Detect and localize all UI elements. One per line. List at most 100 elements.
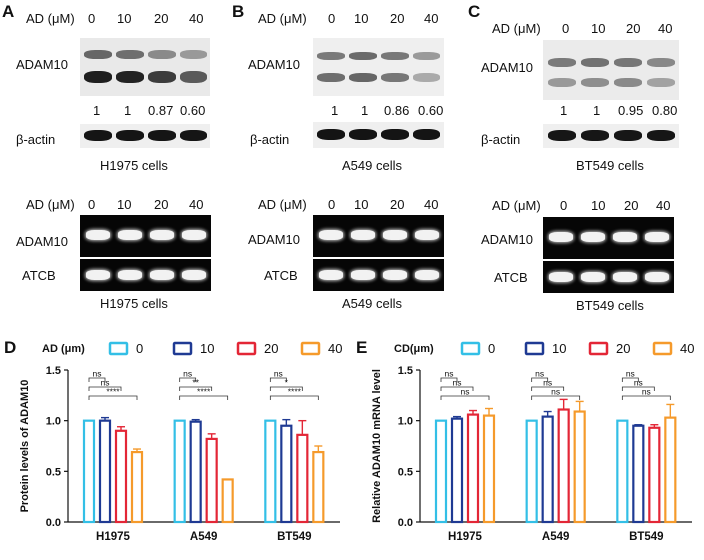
protein-level-chart: 0.0 0.5 1.0 1.5 Protein levels of ADAM10 AD (…: [19, 341, 342, 543]
chart-d-legend-swatch-10: [172, 341, 193, 356]
chart-e-sig-label-H1975-1: ns: [445, 369, 454, 379]
quant-a-0: 1: [93, 103, 101, 118]
dose-a-wb-10: 10: [117, 11, 132, 26]
chart-e-sig-label-BT549-1: ns: [626, 369, 635, 379]
chart-e-bar-H1975-10: [450, 417, 464, 524]
chart-d-bar-A549-20: [205, 437, 218, 524]
chart-d-xtick-label-BT549: BT549: [277, 531, 312, 543]
rt-gene-label-a: ADAM10: [16, 234, 69, 249]
chart-e-sig-label-H1975-2: ns: [453, 378, 462, 388]
dose-a-wb-20: 20: [154, 11, 169, 26]
chart-d-sig-bracket-BT549-1: [269, 377, 287, 382]
dose-b-wb-10: 10: [354, 11, 369, 26]
quant-c-1: 1: [593, 103, 601, 118]
chart-e-ytick-label-0: 0.0: [398, 517, 413, 529]
chart-e-sig-bracket-BT549-2: [621, 386, 655, 391]
dose-c-rt-0: 0: [560, 198, 568, 213]
dose-label-b-rt: AD (μM): [258, 197, 307, 212]
cells-label-a-wb: H1975 cells: [100, 158, 168, 173]
panel-letter-d: D: [4, 338, 17, 357]
chart-d-sig-label-A549-2: **: [192, 378, 199, 388]
cells-label-c-wb: BT549 cells: [576, 158, 644, 173]
rt-loading-label-a: ATCB: [22, 268, 56, 283]
rt-loading-label-c: ATCB: [494, 270, 528, 285]
dose-b-wb-40: 40: [424, 11, 439, 26]
dose-c-rt-20: 20: [624, 198, 639, 213]
chart-d-sig-bracket-A549-3: [179, 395, 229, 400]
rt-atcb-gel-b: [313, 259, 444, 291]
chart-d-bar-BT549-10: [280, 424, 293, 524]
dose-label-b-wb: AD (μM): [258, 11, 307, 26]
dose-label-a-wb: AD (μM): [26, 11, 75, 26]
chart-e-legend-swatch-20: [588, 341, 609, 356]
quant-a-2: 0.87: [148, 103, 174, 118]
rt-adam10-gel-b: [313, 215, 444, 257]
dose-a-rt-10: 10: [117, 197, 132, 212]
chart-d-sig-label-H1975-3: ****: [106, 387, 120, 397]
wb-adam10-blot-b: [313, 38, 444, 96]
chart-d-sig-bracket-H1975-2: [88, 386, 122, 391]
chart-d-legend-label-10: 10: [200, 341, 214, 356]
quant-b-0: 1: [331, 103, 339, 118]
rt-gene-label-c: ADAM10: [481, 232, 534, 247]
chart-e-bar-A549-10: [541, 415, 554, 524]
chart-e-sig-bracket-H1975-2: [440, 386, 474, 391]
chart-d-y-axis-label: Protein levels of ADAM10: [19, 380, 31, 513]
cells-label-a-rt: H1975 cells: [100, 296, 168, 311]
chart-e-xtick-label-A549: A549: [542, 531, 570, 543]
chart-e-bar-BT549-20: [648, 426, 661, 524]
chart-e-bar-H1975-40: [482, 414, 496, 524]
dose-c-wb-10: 10: [591, 21, 606, 36]
chart-e-sig-label-BT549-3: ns: [642, 387, 651, 397]
chart-d-sig-bracket-BT549-2: [269, 386, 303, 391]
chart-d-xtick-label-A549: A549: [190, 531, 218, 543]
chart-d-bar-H1975-20: [114, 429, 128, 524]
wb-actin-blot-a: [80, 124, 210, 148]
chart-d-ytick-label-0: 0.0: [46, 517, 61, 529]
chart-e-bar-A549-20: [557, 408, 570, 524]
chart-d-sig-label-H1975-2: ns: [101, 378, 110, 388]
chart-d-sig-bracket-A549-1: [179, 377, 197, 382]
dose-b-rt-0: 0: [328, 197, 336, 212]
wb-actin-blot-c: [543, 124, 679, 148]
chart-e-sig-label-A549-1: ns: [535, 369, 544, 379]
quant-b-2: 0.86: [384, 103, 410, 118]
chart-d-bar-A549-0: [173, 419, 186, 524]
chart-d-legend-swatch-20: [236, 341, 257, 356]
chart-e-ytick-label-3: 1.5: [398, 365, 413, 377]
chart-e-sig-label-A549-2: ns: [543, 378, 552, 388]
rt-gene-label-b: ADAM10: [248, 232, 301, 247]
wb-adam10-blot-a: [80, 38, 210, 96]
dose-b-rt-40: 40: [424, 197, 439, 212]
chart-e-legend-swatch-10: [524, 341, 545, 356]
quant-a-1: 1: [124, 103, 132, 118]
chart-e-sig-label-BT549-2: ns: [634, 378, 643, 388]
chart-e-legend-label-20: 20: [616, 341, 630, 356]
quant-a-3: 0.60: [180, 103, 206, 118]
chart-e-bar-H1975-0: [434, 419, 448, 524]
chart-d-sig-label-A549-1: ns: [183, 369, 192, 379]
chart-e-legend-swatch-0: [460, 341, 481, 356]
chart-e-y-axis-label: Relative ADAM10 mRNA level: [371, 369, 383, 523]
chart-d-sig-label-BT549-3: ****: [288, 387, 302, 397]
dose-a-wb-0: 0: [88, 11, 96, 26]
chart-d-bar-H1975-0: [82, 419, 96, 524]
chart-e-xtick-label-H1975: H1975: [448, 531, 482, 543]
panel-letter-e: E: [356, 338, 368, 357]
wb-adam10-blot-c: [543, 40, 679, 100]
cells-label-b-wb: A549 cells: [342, 158, 402, 173]
dose-a-rt-40: 40: [189, 197, 204, 212]
wb-loading-label-a: β-actin: [16, 132, 56, 147]
chart-e-sig-bracket-BT549-1: [621, 377, 639, 382]
chart-d-sig-label-H1975-1: ns: [93, 369, 102, 379]
quant-b-1: 1: [361, 103, 369, 118]
rt-adam10-gel-c: [543, 217, 674, 259]
chart-e-legend-label-0: 0: [488, 341, 495, 356]
cells-label-c-rt: BT549 cells: [576, 298, 644, 313]
dose-b-rt-20: 20: [390, 197, 405, 212]
dose-c-wb-40: 40: [658, 21, 673, 36]
chart-d-legend-title: AD (μm): [42, 343, 85, 355]
chart-e-ytick-label-1: 0.5: [398, 466, 413, 478]
dose-b-rt-10: 10: [354, 197, 369, 212]
panel-letter-c: C: [468, 2, 481, 21]
